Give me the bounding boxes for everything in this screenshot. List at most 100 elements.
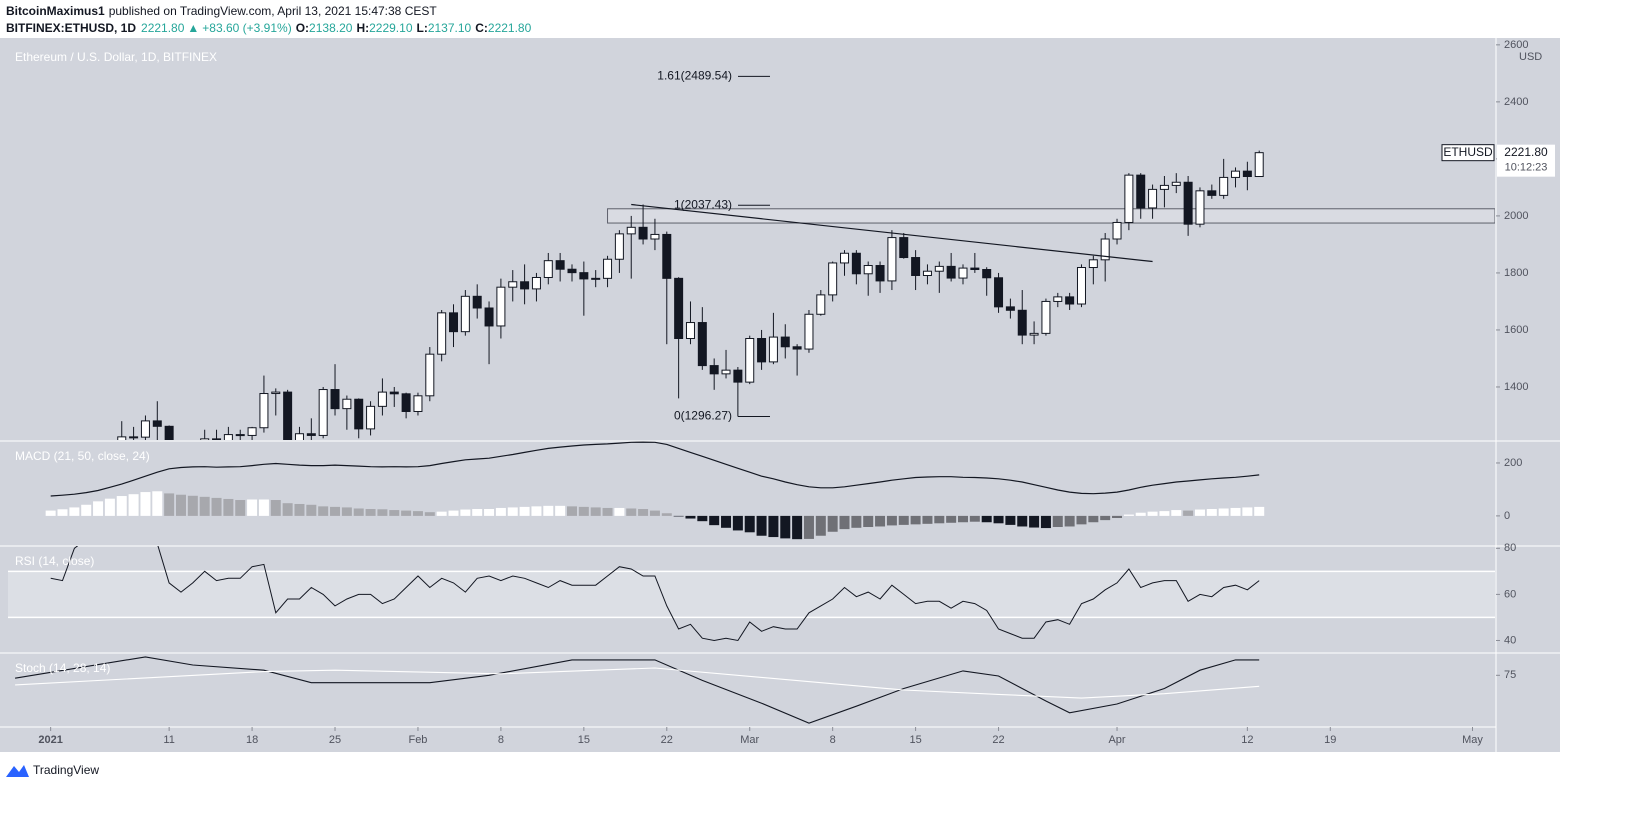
histogram-bar xyxy=(1218,508,1229,516)
histogram-bar xyxy=(555,505,566,516)
candle-body xyxy=(638,226,648,240)
stoch-line xyxy=(15,656,1260,724)
histogram-bar xyxy=(1242,507,1253,516)
candle-body xyxy=(567,268,577,274)
histogram-bar xyxy=(1159,511,1170,516)
y-tick-label: 2600 xyxy=(1504,39,1528,51)
x-tick-label: 19 xyxy=(1324,734,1336,746)
candle-body xyxy=(129,436,139,439)
symbol-line: BITFINEX:ETHUSD, 1D 2221.80 ▲ +83.60 (+3.91… xyxy=(6,21,532,35)
x-tick-label: Mar xyxy=(740,734,759,746)
candle-body xyxy=(271,391,281,395)
candle-body xyxy=(745,338,755,383)
x-tick-label: 15 xyxy=(909,734,921,746)
candle-body xyxy=(828,262,838,296)
histogram-bar xyxy=(1183,510,1194,516)
histogram-bar xyxy=(673,515,684,517)
histogram-bar xyxy=(827,515,838,532)
histogram-bar xyxy=(1230,507,1241,516)
candle-body xyxy=(1231,170,1241,178)
histogram-bar xyxy=(412,511,423,516)
histogram-bar xyxy=(957,515,968,523)
histogram-bar xyxy=(875,515,886,527)
ohlc-value: 2229.10 xyxy=(369,21,413,35)
histogram-bar xyxy=(1123,514,1134,516)
histogram-bar xyxy=(507,507,518,516)
histogram-bar xyxy=(590,507,601,516)
candle-body xyxy=(982,269,992,279)
candle-body xyxy=(851,252,861,275)
candle-body xyxy=(603,258,613,279)
histogram-bar xyxy=(543,505,554,516)
candle-body xyxy=(1065,296,1075,305)
candle-body xyxy=(591,277,601,280)
histogram-bar xyxy=(721,515,732,528)
histogram-bar xyxy=(1194,509,1205,516)
histogram-bar xyxy=(1100,515,1111,521)
axis-unit: USD xyxy=(1519,51,1542,63)
candle-body xyxy=(401,393,411,412)
histogram-bar xyxy=(519,506,530,516)
histogram-bar xyxy=(1171,510,1182,516)
histogram-bar xyxy=(1064,515,1075,527)
candle-body xyxy=(1124,174,1134,223)
candle-body xyxy=(1029,332,1039,336)
rsi-line xyxy=(50,546,1260,642)
ohlc-label: H: xyxy=(356,21,369,35)
x-tick-label: Feb xyxy=(408,734,427,746)
candle-body xyxy=(555,260,565,270)
trendline xyxy=(631,203,1153,263)
histogram-bar xyxy=(685,515,696,519)
candle-body xyxy=(816,294,826,315)
histogram-bar xyxy=(626,508,637,516)
histogram-bar xyxy=(199,496,210,516)
candle-body xyxy=(1183,181,1193,225)
candle-body xyxy=(484,307,494,327)
price-pane xyxy=(117,75,1495,440)
candle-body xyxy=(958,267,968,279)
candle-body xyxy=(318,389,328,436)
histogram-bar xyxy=(661,513,672,516)
histogram-bar xyxy=(448,510,459,516)
histogram-bar xyxy=(460,509,471,516)
candle-body xyxy=(887,237,897,282)
histogram-bar xyxy=(69,507,80,516)
histogram-bar xyxy=(353,508,364,516)
histogram-bar xyxy=(104,498,115,516)
pane-title: RSI (14, close) xyxy=(15,554,94,568)
candle-body xyxy=(946,265,956,279)
histogram-bar xyxy=(495,507,506,516)
candle-body xyxy=(970,267,980,271)
candle-body xyxy=(437,312,447,355)
histogram-bar xyxy=(898,515,909,525)
histogram-bar xyxy=(1088,515,1099,523)
histogram-bar xyxy=(294,503,305,516)
x-tick-label: Apr xyxy=(1108,734,1125,746)
histogram-bar xyxy=(1040,515,1051,529)
tradingview-logo: TradingView xyxy=(6,763,99,777)
candle-body xyxy=(911,257,921,276)
candle-body xyxy=(757,338,767,363)
candle-body xyxy=(614,233,624,260)
fib-label: 1.61(2489.54) xyxy=(657,69,732,83)
author: BitcoinMaximus1 xyxy=(6,4,105,18)
histogram-bar xyxy=(45,510,56,516)
histogram-bar xyxy=(934,515,945,524)
histogram-bar xyxy=(365,509,376,516)
histogram-bar xyxy=(768,515,779,538)
candle-body xyxy=(1112,221,1122,240)
candle-body xyxy=(1171,181,1181,186)
candle-body xyxy=(354,398,364,430)
candle-body xyxy=(780,336,790,348)
y-tick-label: 2000 xyxy=(1504,210,1528,222)
x-tick-label: May xyxy=(1462,734,1483,746)
histogram-bar xyxy=(306,504,317,516)
candle-body xyxy=(840,252,850,264)
candle-body xyxy=(1005,306,1015,311)
histogram-bar xyxy=(697,515,708,522)
histogram-bar xyxy=(863,515,874,528)
symbol-tag-text: ETHUSD xyxy=(1443,145,1493,159)
rsi-band xyxy=(8,571,1495,618)
candle-body xyxy=(1148,188,1158,209)
histogram-bar xyxy=(981,515,992,523)
